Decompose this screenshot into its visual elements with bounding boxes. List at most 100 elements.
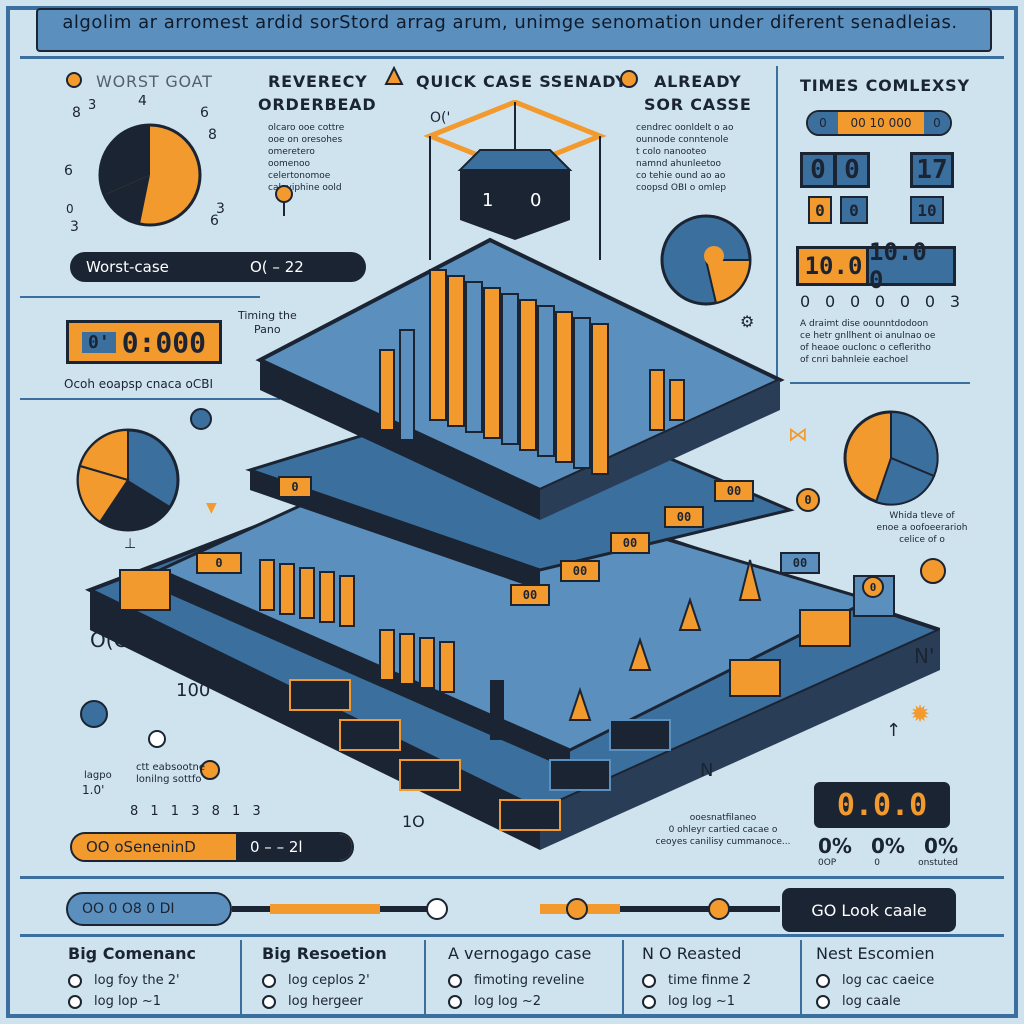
lower-right-pct-caption-0: 0OP xyxy=(818,858,837,868)
bottom-col-2: A vernogago case fimoting reveline log l… xyxy=(448,944,634,1015)
lower-right-pct-captions: 0OP 0 onstuted xyxy=(818,858,958,868)
quick-case-digit-0: 0 xyxy=(530,190,541,211)
lower-left-ring2-icon xyxy=(200,760,220,780)
bottom-col-3: N O Reasted time finme 2 log log ~1 xyxy=(642,944,828,1015)
bottom-divider xyxy=(20,934,1004,937)
bottom-col-4-item-1: log caale xyxy=(816,994,1002,1009)
tc-grid-bottom-1: 0 xyxy=(840,196,868,224)
board-tag-9: 0 xyxy=(862,576,884,598)
worst-case-counter-caption: Timing the xyxy=(238,309,297,322)
tc-grid-bottom-0: 0 xyxy=(808,196,832,224)
bottom-col-0-item-1: log lop ~1 xyxy=(68,994,254,1009)
lower-left-ring-icon xyxy=(148,730,166,748)
lower-left-pill: OO oSeneninD 0 – – 2l xyxy=(70,832,354,862)
lower-right-pct-1: 0% xyxy=(871,834,905,858)
lower-left-label-top: lagpo xyxy=(84,770,112,781)
svg-text:4: 4 xyxy=(138,95,147,109)
sun-icon: ✹ xyxy=(910,700,931,728)
quick-case-cube: 1 0 xyxy=(423,100,607,260)
worst-case-footnote-divider xyxy=(20,398,280,400)
worst-case-pie-chart: 8 3 4 6 8 6 0 3 3 6 xyxy=(64,95,225,235)
worst-case-pie-slice-dark xyxy=(99,124,150,195)
lower-left-label-text: ctt eabsootne lonilng sottfo xyxy=(136,762,206,785)
slider-track-right[interactable] xyxy=(540,906,780,912)
svg-text:3: 3 xyxy=(70,219,79,235)
header-divider xyxy=(20,56,1004,59)
arrow-up-icon: ↑ xyxy=(886,720,902,741)
tc-dot-2: 0 xyxy=(849,292,861,311)
lower-right-counter: 0.0.0 xyxy=(814,782,950,828)
tc-grid-top-2: 17 xyxy=(910,152,954,188)
tc-grid-bottom-2: 10 xyxy=(910,196,944,224)
tc-note-divider xyxy=(790,382,970,384)
quick-case-cube-label: O(' xyxy=(430,110,451,126)
tc-dot-0: 0 xyxy=(800,292,811,311)
board-tag-5: 00 xyxy=(560,560,600,582)
worst-case-counter-prefix: 0' xyxy=(82,331,116,353)
right-pie-chart xyxy=(843,410,939,506)
board-tag-3: 00 xyxy=(610,532,650,554)
bottom-col-1-item-0: log ceplos 2' xyxy=(262,973,448,988)
time-complexity-pill: 0 00 10 000 0 xyxy=(806,110,952,136)
bottom-col-3-title: N O Reasted xyxy=(642,944,742,963)
bottom-col-0-title: Big Comenanc xyxy=(68,944,197,963)
slider-knob-left[interactable] xyxy=(426,898,448,920)
svg-text:3: 3 xyxy=(88,98,96,113)
go-look-button[interactable]: GO Look caale xyxy=(782,888,956,932)
time-complexity-pill-left: 0 xyxy=(808,112,838,134)
bottom-col-0: Big Comenanc log foy the 2' log lop ~1 xyxy=(68,944,254,1015)
lower-right-pct-caption-2: onstuted xyxy=(918,858,958,868)
bottom-col-2-item-1: log log ~2 xyxy=(448,994,634,1009)
reversed-text: olcaro ooe cottre ooe on oresohes omeret… xyxy=(268,123,345,193)
time-complexity-pill-mid: 00 10 000 xyxy=(850,116,912,130)
lower-left-pill-label: OO oSeneninD xyxy=(86,838,196,856)
slider-knob-right-2[interactable] xyxy=(708,898,730,920)
tc-dot-3: 0 xyxy=(874,292,886,311)
bottom-col-2-item-0: fimoting reveline xyxy=(448,973,634,988)
already-heading-line2: SOR CASSE xyxy=(644,95,752,114)
worst-case-counter-caption2: Pano xyxy=(254,323,281,336)
worst-case-divider xyxy=(20,296,260,298)
tc-dot-6: 3 xyxy=(949,292,960,311)
bow-icon: ⋈ xyxy=(788,422,808,446)
bottom-col-2-title: A vernogago case xyxy=(448,944,592,963)
board-tag-1: 0 xyxy=(196,552,242,574)
reversed-heading-line2: ORDERBEAD xyxy=(258,95,377,114)
tc-grid-top-1: 0 xyxy=(834,152,870,188)
slider-knob-right-1[interactable] xyxy=(566,898,588,920)
board-left-label: O(C xyxy=(90,628,128,652)
lower-right-caption: ooesnatfilaneo 0 ohleyr cartied cacae o … xyxy=(655,813,791,847)
board-tag-7: 0 xyxy=(796,488,820,512)
board-n-label: N xyxy=(700,760,714,781)
board-mid-label: 100 –33 xyxy=(176,680,248,701)
worst-case-heading: WORST GOAT xyxy=(96,72,213,91)
svg-text:3: 3 xyxy=(216,201,225,217)
bottom-sep-1 xyxy=(424,940,426,1018)
svg-text:8: 8 xyxy=(208,127,217,143)
lower-left-sun-icon xyxy=(80,700,108,728)
time-complexity-heading: TIMES COMLEXSY xyxy=(800,76,970,95)
svg-text:6: 6 xyxy=(200,105,209,121)
pin-icon xyxy=(275,185,293,216)
lower-left-number-row: 8 1 1 3 8 1 3 xyxy=(130,804,265,819)
tc-dots-row: 0 0 0 0 0 0 3 xyxy=(800,292,960,311)
quick-case-digit-1: 1 xyxy=(482,190,493,211)
tc-note: A draimt dise oounntdodoon ce hetr gnllh… xyxy=(800,319,936,365)
time-complexity-pill-right: 0 xyxy=(924,112,950,134)
tc-big-left: 10.0 xyxy=(796,246,868,286)
stand-icon: ⊥ xyxy=(124,536,137,552)
bottom-col-4: Nest Escomien log cac caeice log caale xyxy=(816,944,1002,1015)
right-ring-icon xyxy=(920,558,946,584)
board-tag-8: 00 xyxy=(780,552,820,574)
svg-text:6: 6 xyxy=(210,213,219,229)
board-tag-4: 00 xyxy=(714,480,754,502)
slider-top-divider xyxy=(20,876,1004,879)
gear-icon: ⚙ xyxy=(740,312,755,331)
already-marker-icon xyxy=(620,70,638,88)
lower-right-pct-caption-1: 0 xyxy=(874,858,881,868)
warning-icon xyxy=(384,66,404,85)
already-heading-line1: ALREADY xyxy=(654,72,742,91)
bottom-sep-0 xyxy=(240,940,242,1018)
already-text: cendrec oonldelt o ao ounnode conntenole… xyxy=(636,123,734,193)
slider-label-pill: OO 0 O8 0 DI xyxy=(66,892,232,926)
